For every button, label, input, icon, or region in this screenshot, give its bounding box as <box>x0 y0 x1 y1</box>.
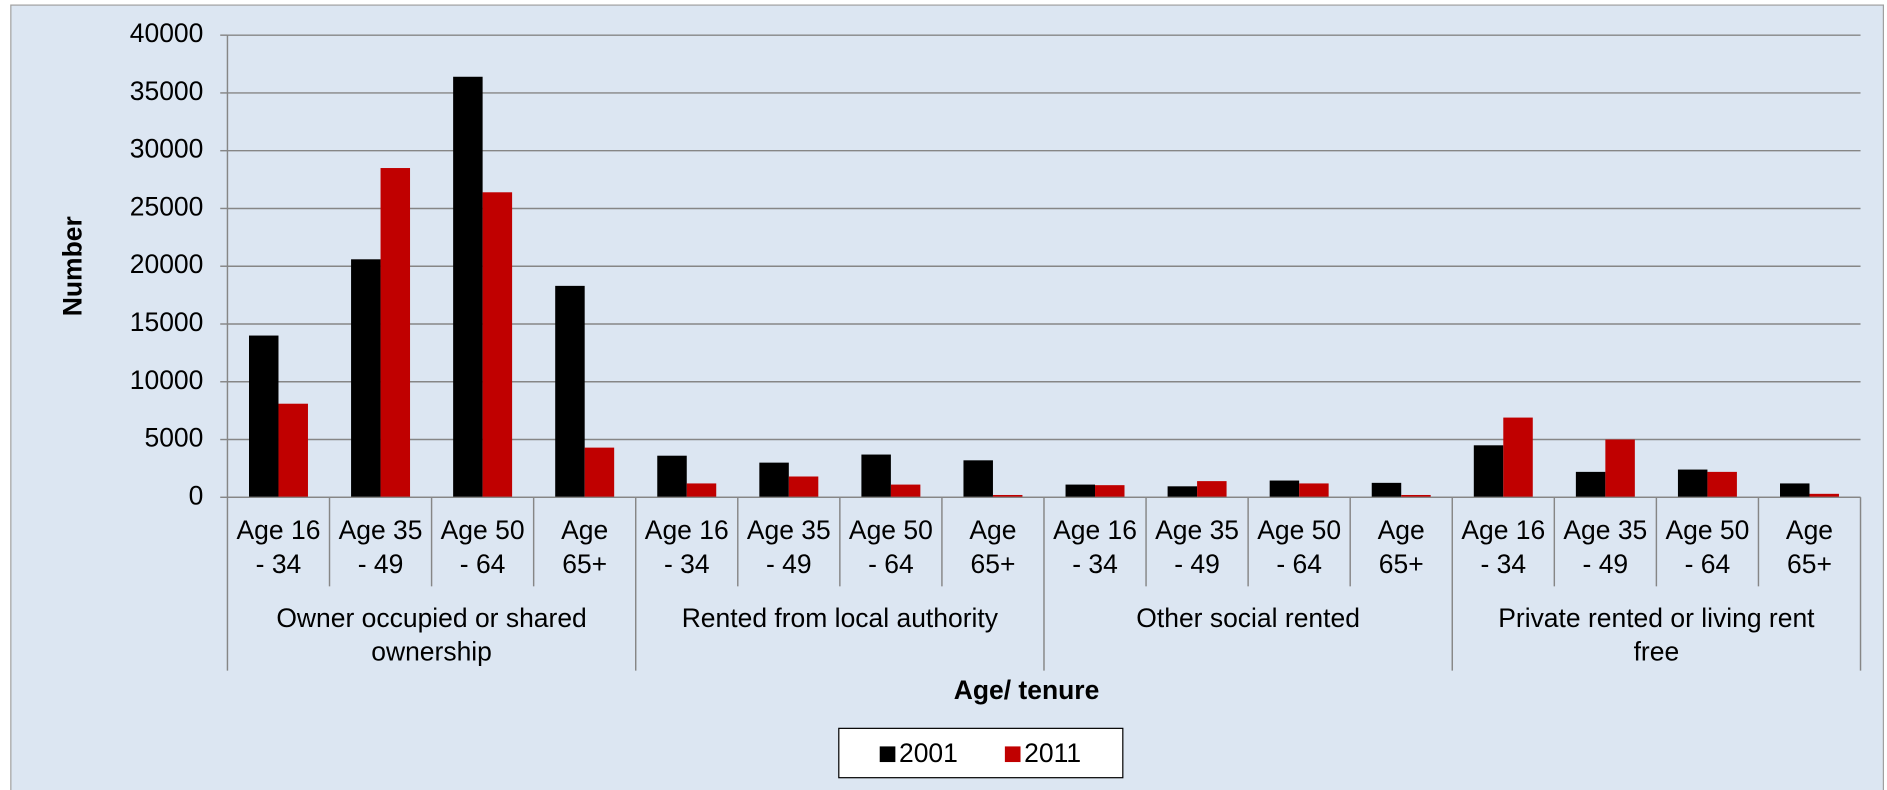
bar <box>686 483 717 498</box>
bar <box>1605 439 1635 498</box>
bar <box>861 454 891 498</box>
bar <box>1095 485 1125 498</box>
bar <box>759 462 789 498</box>
bar <box>992 494 1023 498</box>
x-tick-label: Age 35- 49 <box>339 515 423 579</box>
x-tick-label: Age 65+ <box>1378 515 1425 579</box>
legend-label: 2001 <box>899 738 958 768</box>
bar <box>963 460 993 498</box>
y-tick-label: 40000 <box>130 18 204 48</box>
bar <box>1677 469 1708 498</box>
x-tick-label: Age 35- 49 <box>1563 515 1647 579</box>
group-label: Rented from local authority <box>682 603 999 633</box>
bar <box>788 476 819 498</box>
x-tick-label: Age 50- 64 <box>1257 515 1341 579</box>
bar <box>1809 493 1839 498</box>
y-tick-label: 25000 <box>130 191 204 221</box>
x-tick-label: Age 35- 49 <box>747 515 831 579</box>
legend-label: 2011 <box>1024 738 1081 768</box>
bar <box>1780 483 1810 498</box>
y-tick-label: 15000 <box>130 307 204 337</box>
x-tick-label: Age 16- 34 <box>237 515 321 579</box>
x-tick-label: Age 65+ <box>1786 515 1833 579</box>
group-label: Owner occupied or shared ownership <box>276 603 586 667</box>
bar <box>1065 484 1096 498</box>
bar <box>1473 445 1504 498</box>
x-tick-label: Age 16- 34 <box>645 515 729 579</box>
y-tick-label: 20000 <box>130 249 204 279</box>
chart-background <box>10 4 1884 790</box>
y-tick-label: 30000 <box>130 134 204 164</box>
x-tick-label: Age 35- 49 <box>1155 515 1239 579</box>
y-tick-label: 5000 <box>144 423 203 453</box>
y-tick-label: 10000 <box>130 365 204 395</box>
bar <box>1371 482 1402 498</box>
bar <box>249 335 279 498</box>
bar <box>1401 494 1431 498</box>
bar <box>1197 481 1227 498</box>
bar <box>890 484 921 498</box>
bar <box>380 168 411 498</box>
group-label: Other social rented <box>1136 603 1360 633</box>
bar <box>278 403 308 498</box>
bar <box>657 455 687 498</box>
bar <box>1575 471 1606 498</box>
group-label: Private rented or living rent free <box>1498 603 1815 667</box>
bar <box>351 259 381 498</box>
bar <box>1707 471 1737 498</box>
bar <box>555 285 585 498</box>
x-tick-label: Age 50- 64 <box>441 515 525 579</box>
bar <box>482 192 513 498</box>
legend-swatch <box>1004 746 1021 763</box>
bar <box>1269 480 1300 498</box>
x-tick-label: Age 50- 64 <box>849 515 933 579</box>
y-tick-label: 0 <box>189 480 204 510</box>
x-tick-label: Age 16- 34 <box>1053 515 1137 579</box>
x-tick-label: Age 50- 64 <box>1665 515 1749 579</box>
bar <box>1503 417 1533 498</box>
x-tick-label: Age 65+ <box>561 515 608 579</box>
x-tick-label: Age 16- 34 <box>1461 515 1545 579</box>
bar <box>1167 486 1198 498</box>
bar <box>453 76 483 498</box>
bar <box>1299 483 1329 498</box>
x-tick-label: Age 65+ <box>969 515 1016 579</box>
bar <box>584 447 615 498</box>
legend-swatch <box>879 746 896 763</box>
y-tick-label: 35000 <box>130 76 204 106</box>
y-axis-label: Number <box>58 216 88 316</box>
x-axis-label: Age/ tenure <box>954 675 1100 705</box>
